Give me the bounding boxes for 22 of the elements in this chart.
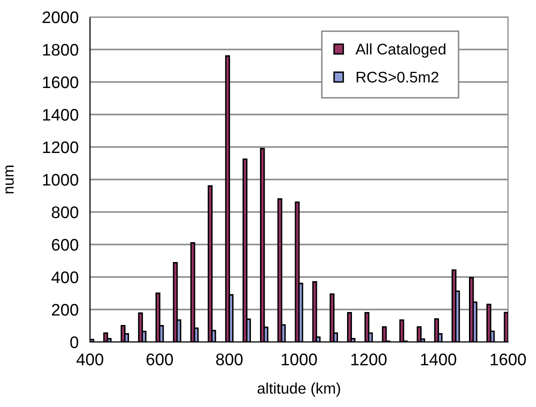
- legend-label: All Cataloged: [356, 43, 446, 58]
- y-tick-label: 1600: [43, 76, 78, 88]
- y-tick-label: 400: [51, 271, 78, 284]
- y-tick-label: 1000: [43, 174, 78, 186]
- y-tick-label: 0: [70, 336, 78, 348]
- y-tick-label: 2000: [42, 11, 78, 24]
- legend-label: RCS>0.5m2: [356, 72, 438, 83]
- y-tick-label: 1800: [43, 44, 78, 56]
- x-tick-label: 1200: [351, 354, 387, 366]
- y-tick-label: 200: [52, 304, 78, 316]
- x-tick-label: 1000: [282, 354, 317, 366]
- y-tick-label: 800: [52, 206, 78, 218]
- y-tick-label: 600: [52, 238, 78, 251]
- x-tick-label: 600: [146, 354, 173, 366]
- y-tick-label: 1200: [43, 141, 78, 154]
- x-axis-title: altitude (km): [258, 382, 340, 397]
- x-tick-label: 1600: [490, 354, 526, 366]
- x-tick-label: 400: [76, 354, 104, 366]
- y-axis-title: num: [5, 166, 14, 194]
- x-tick-label: 800: [216, 354, 243, 366]
- y-tick-label: 1400: [43, 108, 78, 121]
- x-tick-label: 1400: [421, 354, 456, 366]
